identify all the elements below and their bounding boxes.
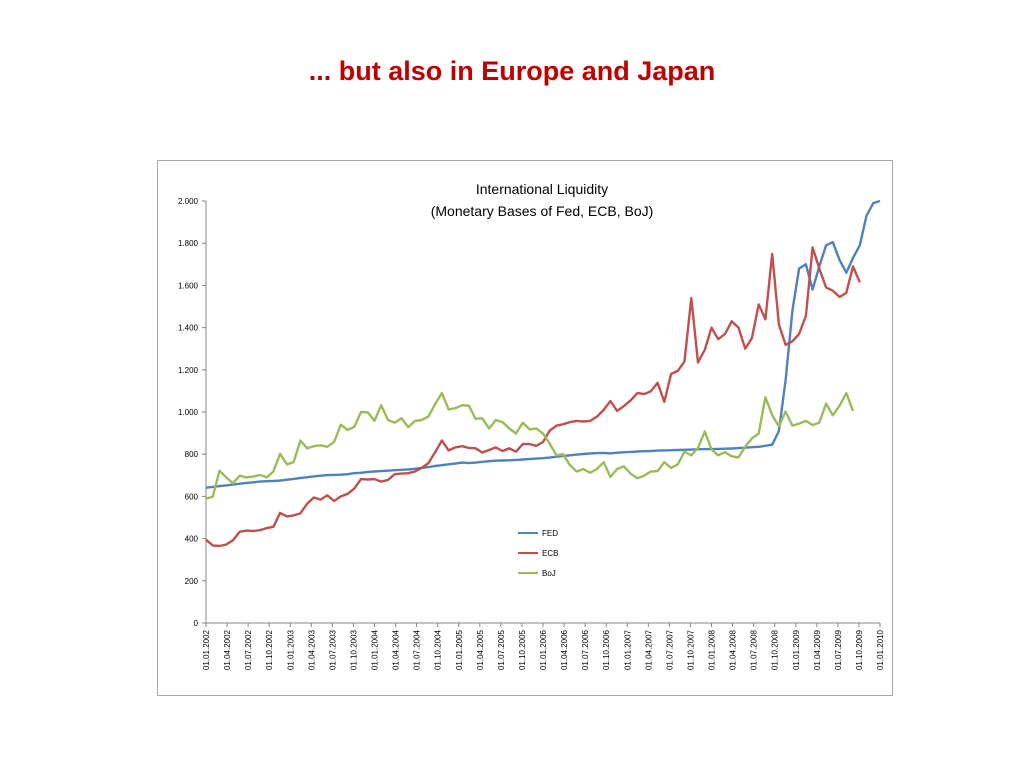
- x-tick-label: 01.01.2006: [539, 629, 548, 670]
- chart-frame: International Liquidity (Monetary Bases …: [157, 160, 893, 696]
- legend-label-fed: FED: [542, 529, 558, 538]
- y-tick-label: 1.000: [178, 408, 199, 417]
- y-tick-label: 0: [194, 619, 199, 628]
- y-tick-label: 400: [185, 535, 199, 544]
- x-tick-label: 01.07.2007: [665, 629, 674, 670]
- x-tick-label: 01.01.2004: [371, 629, 380, 670]
- x-tick-label: 01.01.2003: [286, 629, 295, 670]
- y-tick-label: 2.000: [178, 197, 199, 206]
- x-tick-label: 01.10.2004: [434, 629, 443, 670]
- x-tick-label: 01.10.2002: [265, 629, 274, 670]
- x-tick-label: 01.07.2008: [750, 629, 759, 670]
- x-tick-label: 01.07.2003: [328, 629, 337, 670]
- x-tick-label: 01.07.2006: [581, 629, 590, 670]
- x-tick-label: 01.04.2008: [729, 629, 738, 670]
- legend-label-ecb: ECB: [542, 549, 558, 558]
- x-tick-label: 01.10.2009: [855, 629, 864, 670]
- y-axis: 0 200 400 600 800 1.000 1.200 1.400 1.600 1.800 2.…: [178, 197, 207, 628]
- x-tick-label: 01.04.2003: [307, 629, 316, 670]
- line-chart: International Liquidity (Monetary Bases …: [178, 181, 885, 670]
- y-tick-label: 800: [185, 450, 199, 459]
- x-tick-label: 01.01.2009: [792, 629, 801, 670]
- series-lines: [205, 199, 881, 548]
- y-tick-label: 1.800: [178, 239, 199, 248]
- y-tick-label: 1.600: [178, 281, 199, 290]
- x-tick-label: 01.01.2010: [876, 629, 885, 670]
- series-line-boj: [205, 391, 855, 500]
- series-line-ecb: [205, 246, 861, 548]
- x-tick-label: 01.04.2005: [476, 629, 485, 670]
- x-axis: 01.01.2002 01.04.2002 01.07.2002 01.10.2002…: [202, 622, 885, 670]
- x-tick-label: 01.07.2005: [497, 629, 506, 670]
- x-tick-label: 01.10.2005: [518, 629, 527, 670]
- x-tick-label: 01.04.2006: [560, 629, 569, 670]
- x-tick-label: 01.10.2006: [602, 629, 611, 670]
- y-tick-label: 600: [185, 492, 199, 501]
- y-tick-label: 1.200: [178, 366, 199, 375]
- x-tick-label: 01.01.2008: [708, 629, 717, 670]
- x-tick-label: 01.07.2009: [834, 629, 843, 670]
- y-tick-label: 200: [185, 577, 199, 586]
- x-tick-label: 01.01.2005: [455, 629, 464, 670]
- y-tick-label: 1.400: [178, 324, 199, 333]
- x-tick-label: 01.04.2007: [644, 629, 653, 670]
- x-tick-label: 01.10.2008: [771, 629, 780, 670]
- legend-label-boj: BoJ: [542, 569, 556, 578]
- chart-subtitle: (Monetary Bases of Fed, ECB, BoJ): [431, 203, 654, 219]
- x-tick-label: 01.04.2002: [223, 629, 232, 670]
- x-tick-label: 01.01.2007: [623, 629, 632, 670]
- x-tick-label: 01.10.2007: [686, 629, 695, 670]
- x-tick-label: 01.07.2004: [413, 629, 422, 670]
- x-tick-label: 01.07.2002: [244, 629, 253, 670]
- x-tick-label: 01.04.2009: [813, 629, 822, 670]
- x-tick-label: 01.04.2004: [392, 629, 401, 670]
- slide-title: ... but also in Europe and Japan: [308, 56, 716, 86]
- legend: FED ECB BoJ: [518, 529, 558, 578]
- x-tick-label: 01.01.2002: [202, 629, 211, 670]
- x-tick-label: 01.10.2003: [349, 629, 358, 670]
- series-line-fed: [205, 199, 881, 489]
- chart-title: International Liquidity: [476, 181, 608, 197]
